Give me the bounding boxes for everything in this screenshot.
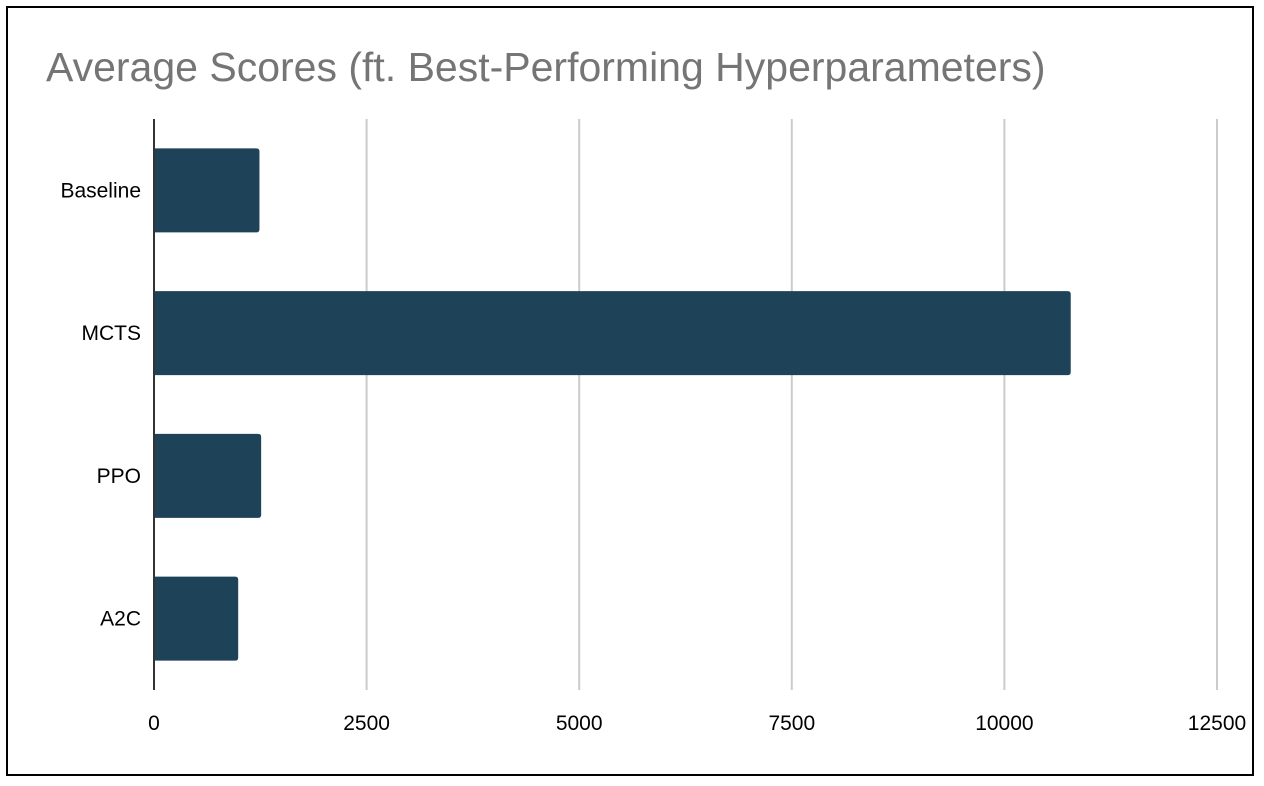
x-tick-label: 0 [148, 712, 160, 735]
x-tick-label: 10000 [975, 712, 1033, 735]
bar-baseline [154, 148, 260, 233]
gridlines [365, 119, 1218, 690]
category-label-a2c: A2C [100, 608, 141, 631]
bar-a2c [154, 576, 239, 661]
bar-ppo [154, 433, 262, 518]
x-tick-label: 12500 [1188, 712, 1246, 735]
x-tick-label: 5000 [556, 712, 603, 735]
chart-title: Average Scores (ft. Best-Performing Hype… [46, 44, 1046, 90]
category-label-mcts: MCTS [82, 322, 142, 345]
tick-labels: 0 2500 5000 7500 10000 12500 Baseline MCTS PPO A2… [60, 179, 1246, 735]
x-tick-label: 2500 [343, 712, 390, 735]
category-label-ppo: PPO [97, 465, 141, 488]
bars [154, 148, 1071, 661]
category-label-baseline: Baseline [60, 179, 141, 202]
bar-mcts [154, 291, 1071, 376]
x-tick-label: 7500 [768, 712, 815, 735]
